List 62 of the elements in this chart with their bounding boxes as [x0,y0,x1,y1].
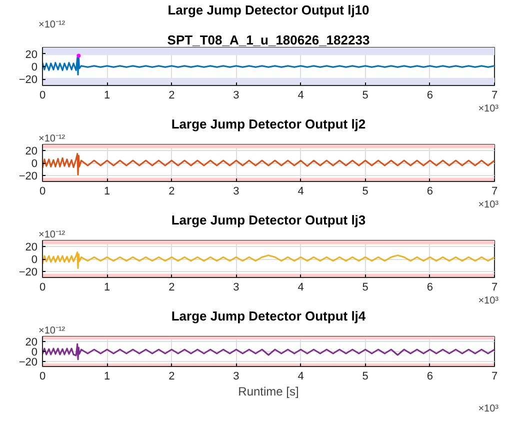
chart-title: Large Jump Detector Output lj4 [171,308,366,324]
x-tick-label: 0 [39,186,46,198]
line-series [42,54,494,76]
x-tick-label: 1 [104,90,110,102]
y-tick-label: 20 [25,242,38,254]
x-tick-label: 3 [233,370,240,382]
line-series [42,343,494,360]
text: ×10⁻¹² [38,20,66,30]
x-tick-label: 2 [168,90,175,102]
x-tick-label: 7 [491,90,498,102]
annotation: ×10⁻¹² [38,134,66,144]
x-tick-label: 1 [104,282,110,294]
y-tick-label: 0 [31,346,38,358]
x-tick-label: 4 [298,186,304,198]
x-tick-label: 6 [426,186,433,198]
x-tick-label: 5 [362,370,368,382]
x-tick-label: 2 [168,370,175,382]
y-tick-label: −20 [18,266,38,278]
text: ×10³ [478,200,500,210]
chart-title: Large Jump Detector Output lj10 [168,2,370,18]
x-tick-label: 2 [168,282,175,294]
annotation: ×10⁻¹² [38,230,66,240]
y-tick-label: −20 [18,74,38,86]
x-tick-label: 3 [233,282,240,294]
x-tick-label: 0 [39,90,46,102]
text: ×10³ [478,296,500,306]
y-tick-label: −20 [18,356,38,368]
x-tick-label: 0 [39,282,46,294]
y-tick-label: 0 [31,62,38,74]
text: ×10³ [478,404,500,414]
x-tick-label: 2 [168,186,175,198]
chart-subtitle: SPT_T08_A_1_u_180626_182233 [167,32,370,48]
y-tick-label: −20 [18,170,38,182]
y-tick-label: 0 [31,158,38,170]
annotation: ×10⁻¹² [38,326,66,336]
x-tick-label: 5 [362,186,368,198]
line-series [42,251,494,269]
x-tick-label: 6 [426,282,433,294]
x-tick-label: 4 [298,90,304,102]
chart-title: Large Jump Detector Output lj3 [171,212,366,228]
y-tick-label: 20 [25,146,38,158]
y-tick-label: 20 [25,48,38,61]
x-tick-label: 5 [362,90,368,102]
x-tick-label: 3 [233,90,240,102]
x-tick-label: 6 [426,370,433,382]
x-tick-label: 7 [491,370,498,382]
x-tick-label: 1 [104,370,110,382]
text: ×10³ [478,104,500,114]
x-tick-label: 4 [298,370,304,382]
chart-title: Large Jump Detector Output lj2 [171,116,366,132]
line-series [42,153,494,176]
x-tick-label: 6 [426,90,433,102]
x-tick-label: 0 [39,370,46,382]
x-tick-label: 3 [233,186,240,198]
x-tick-label: 7 [491,186,498,198]
x-axis-title: Runtime [s] [238,384,299,398]
x-tick-label: 1 [104,186,110,198]
y-tick-label: 0 [31,254,38,266]
x-tick-label: 4 [298,282,304,294]
x-tick-label: 5 [362,282,368,294]
x-tick-label: 7 [491,282,498,294]
y-tick-label: 20 [25,336,38,348]
